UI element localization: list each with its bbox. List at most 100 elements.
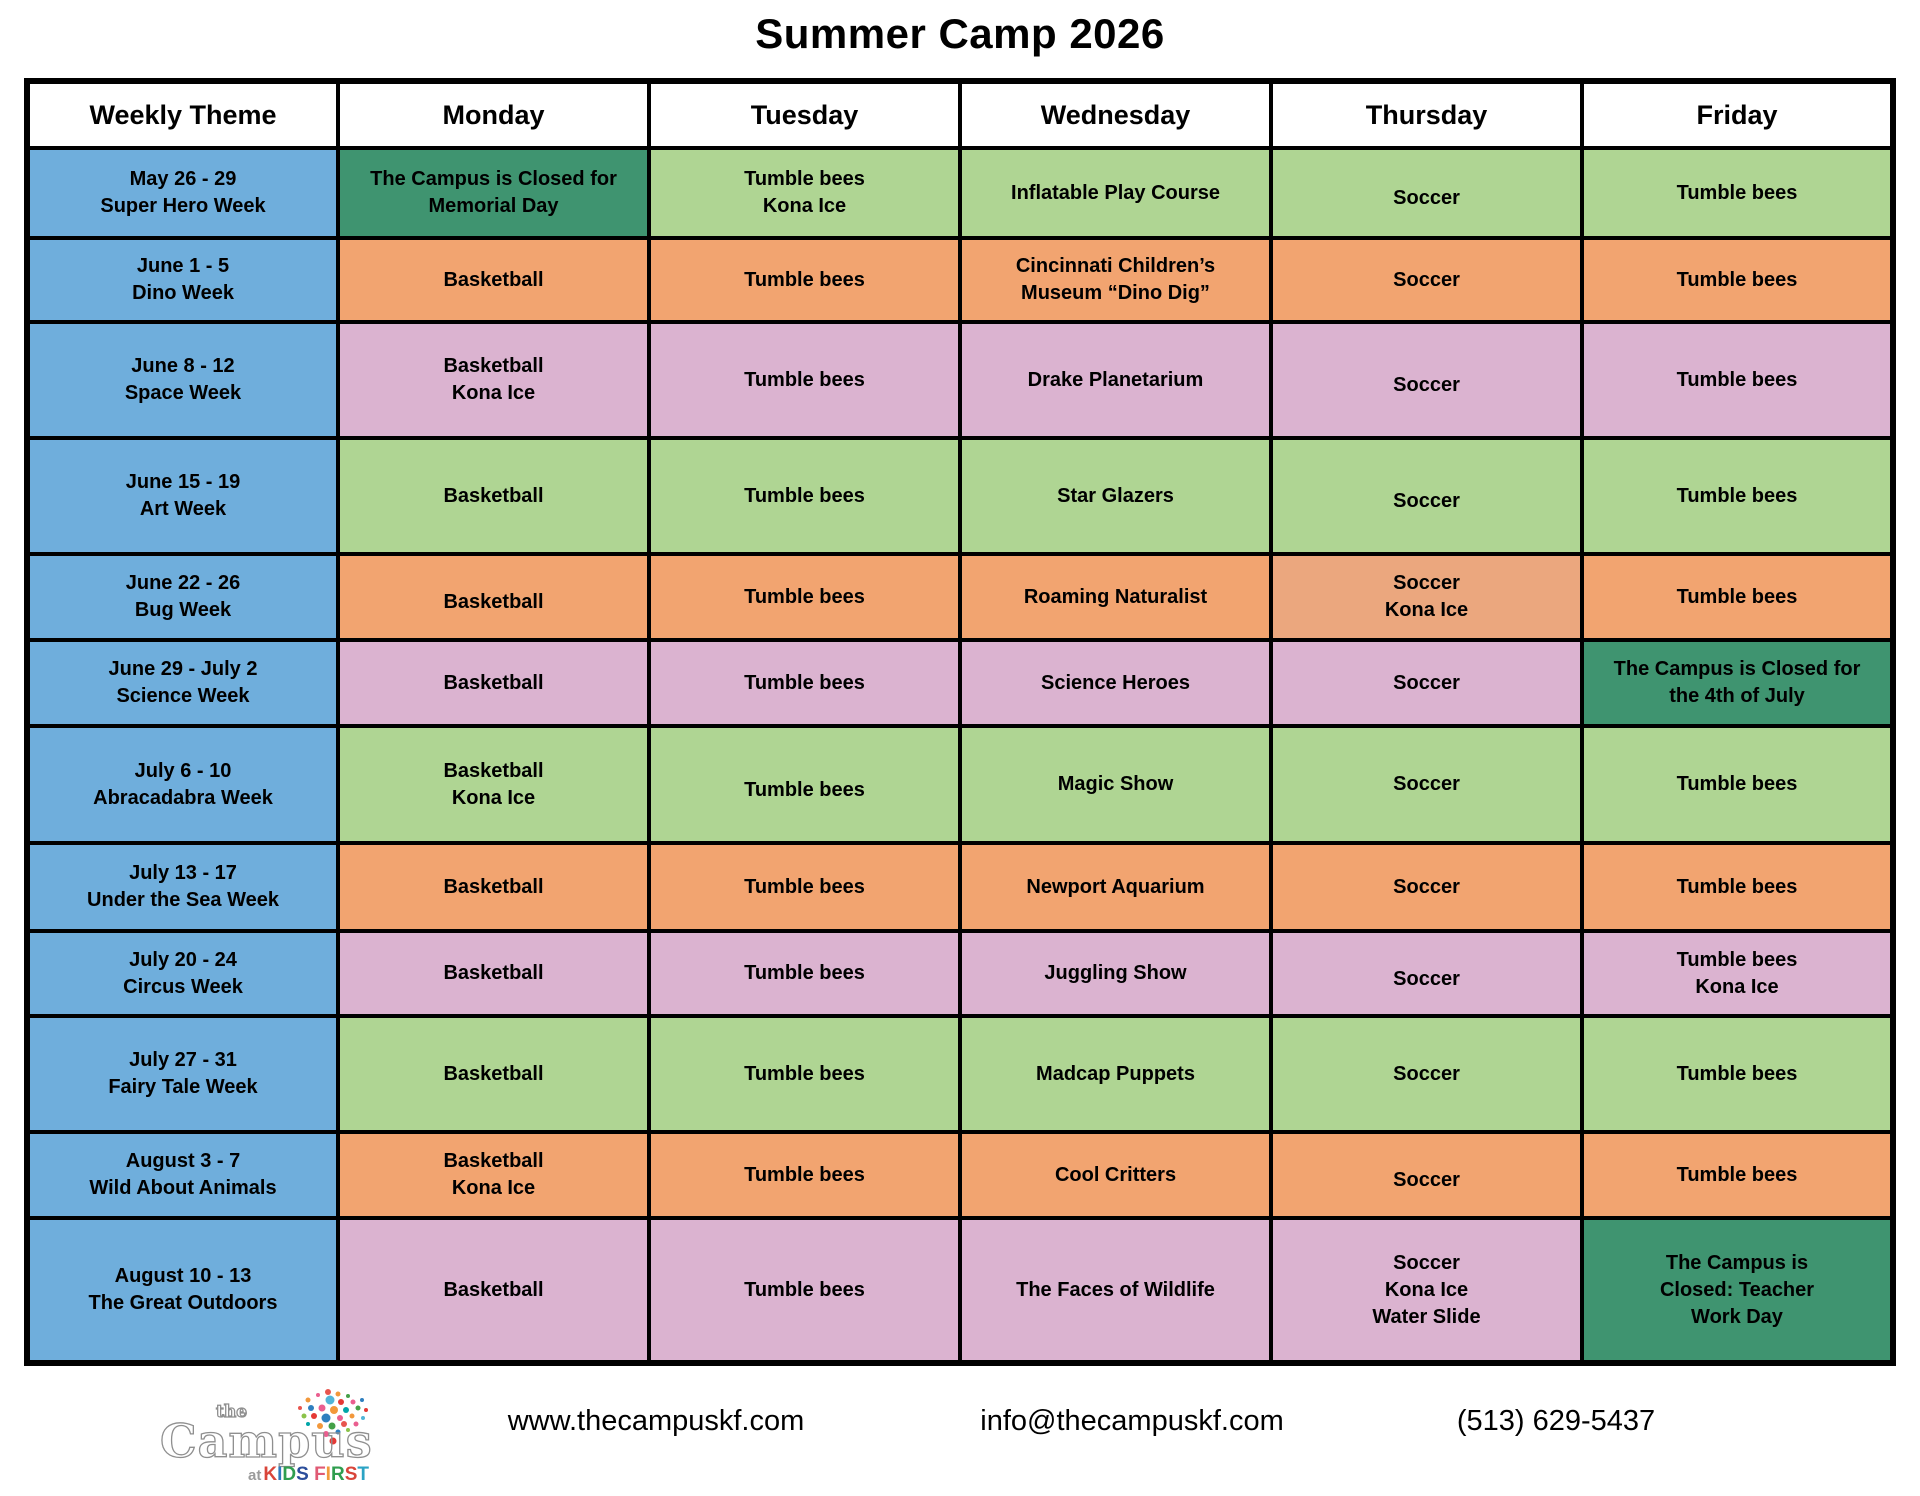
activity-line: Magic Show bbox=[1057, 773, 1174, 795]
activity-line: The Campus is Closed for bbox=[370, 168, 617, 190]
activity-line: Tumble bees bbox=[1676, 773, 1798, 795]
activity-cell: Tumble bees bbox=[1580, 146, 1895, 240]
brain-dots-icon bbox=[298, 1389, 368, 1445]
week-theme-name: Super Hero Week bbox=[100, 195, 266, 217]
activity-line: Kona Ice bbox=[451, 786, 536, 809]
activity-line: Tumble bees bbox=[1676, 875, 1798, 898]
week-row: June 1 - 5 Dino Week Basketball Tumble bees… bbox=[25, 236, 1895, 324]
activity-line: Drake Planetarium bbox=[1027, 368, 1204, 391]
phone-text: (513) 629-5437 bbox=[1456, 1405, 1656, 1437]
activity-cell: Basketball Kona Ice bbox=[336, 320, 651, 440]
activity-cell: Drake Planetarium bbox=[958, 320, 1273, 440]
week-theme-name: Abracadabra Week bbox=[93, 786, 273, 809]
activity-cell: Basketball Kona Ice bbox=[336, 724, 651, 845]
theme-cell: July 13 - 17 Under the Sea Week bbox=[25, 841, 340, 933]
schedule-table: Weekly Theme Monday Tuesday Wednesday Thursd… bbox=[24, 78, 1896, 1366]
activity-cell: Tumble bees bbox=[647, 552, 962, 642]
column-header: Wednesday bbox=[958, 79, 1273, 150]
activity-line: Basketball bbox=[443, 1062, 544, 1085]
activity-line: Kona Ice bbox=[451, 382, 536, 404]
activity-line: Roaming Naturalist bbox=[1023, 585, 1208, 608]
theme-cell: July 6 - 10 Abracadabra Week bbox=[25, 724, 340, 845]
activity-line: Cincinnati Children’s bbox=[1015, 255, 1216, 277]
week-dates: July 27 - 31 bbox=[129, 1049, 237, 1071]
week-theme-name: Science Week bbox=[116, 685, 250, 707]
activity-line: the 4th of July bbox=[1669, 685, 1805, 707]
week-row: May 26 - 29 Super Hero Week The Campus is … bbox=[25, 146, 1895, 240]
activity-line: Soccer bbox=[1393, 1169, 1460, 1191]
theme-cell: June 8 - 12 Space Week bbox=[25, 320, 340, 440]
week-row: June 8 - 12 Space Week Basketball Kona Ice T… bbox=[25, 320, 1895, 440]
activity-cell: Tumble bees bbox=[1580, 552, 1895, 642]
week-dates: June 29 - July 2 bbox=[108, 658, 258, 680]
week-dates: July 13 - 17 bbox=[129, 862, 237, 884]
theme-cell: June 15 - 19 Art Week bbox=[25, 436, 340, 556]
activity-line: Work Day bbox=[1691, 1305, 1783, 1328]
activity-cell: Soccer bbox=[1269, 841, 1584, 933]
activity-line: Museum “Dino Dig” bbox=[1021, 282, 1210, 304]
activity-line: Basketball bbox=[443, 591, 544, 613]
page-title: Summer Camp 2026 bbox=[755, 10, 1165, 57]
activity-cell: Tumble bees bbox=[1580, 1130, 1895, 1220]
activity-line: Soccer bbox=[1393, 187, 1460, 209]
activity-line: Basketball bbox=[443, 875, 544, 898]
activity-cell: Tumble bees bbox=[647, 724, 962, 845]
week-theme-name: Circus Week bbox=[123, 975, 243, 998]
theme-cell: June 1 - 5 Dino Week bbox=[25, 236, 340, 324]
activity-cell: Tumble bees Kona Ice bbox=[1580, 929, 1895, 1018]
activity-line: Newport Aquarium bbox=[1026, 875, 1205, 898]
activity-line: Soccer bbox=[1393, 967, 1460, 990]
activity-cell: Basketball bbox=[336, 1014, 651, 1134]
week-row: July 20 - 24 Circus Week Basketball Tumble … bbox=[25, 929, 1895, 1018]
activity-cell: Soccer bbox=[1269, 436, 1584, 556]
column-header: Thursday bbox=[1269, 79, 1584, 150]
activity-line: Tumble bees bbox=[1676, 585, 1798, 608]
activity-cell: Star Glazers bbox=[958, 436, 1273, 556]
theme-cell: June 29 - July 2 Science Week bbox=[25, 638, 340, 728]
activity-cell: Basketball bbox=[336, 436, 651, 556]
activity-cell: Soccer bbox=[1269, 236, 1584, 324]
activity-cell: Basketball bbox=[336, 1216, 651, 1365]
week-theme-name: The Great Outdoors bbox=[88, 1292, 278, 1314]
activity-line: Tumble bees bbox=[744, 1062, 865, 1085]
activity-cell: Basketball bbox=[336, 638, 651, 728]
activity-cell: Tumble bees Kona Ice bbox=[647, 146, 962, 240]
activity-line: Tumble bees bbox=[744, 778, 865, 801]
week-row: July 13 - 17 Under the Sea Week Basketball… bbox=[25, 841, 1895, 933]
activity-line: Basketball bbox=[443, 962, 544, 984]
activity-line: Basketball bbox=[443, 484, 544, 507]
activity-cell: Cincinnati Children’s Museum “Dino Dig” bbox=[958, 236, 1273, 324]
column-header: Monday bbox=[336, 79, 651, 150]
activity-cell: Soccer bbox=[1269, 638, 1584, 728]
week-dates: June 8 - 12 bbox=[131, 355, 235, 377]
activity-cell: Tumble bees bbox=[1580, 724, 1895, 845]
theme-cell: August 3 - 7 Wild About Animals bbox=[25, 1130, 340, 1220]
activity-line: Tumble bees bbox=[1676, 1062, 1798, 1085]
activity-cell: Basketball bbox=[336, 929, 651, 1018]
activity-line: Tumble bees bbox=[744, 671, 865, 694]
activity-cell: Tumble bees bbox=[1580, 320, 1895, 440]
week-row: July 27 - 31 Fairy Tale Week Basketball Tum… bbox=[25, 1014, 1895, 1134]
theme-cell: July 20 - 24 Circus Week bbox=[25, 929, 340, 1018]
activity-line: Soccer bbox=[1393, 490, 1460, 512]
activity-cell: Tumble bees bbox=[647, 236, 962, 324]
logo-campus-text: Campus bbox=[159, 1413, 373, 1468]
activity-line: Tumble bees bbox=[744, 875, 865, 898]
activity-cell: Soccer bbox=[1269, 320, 1584, 440]
week-theme-name: Space Week bbox=[124, 382, 242, 404]
week-dates: June 15 - 19 bbox=[125, 471, 241, 493]
activity-cell: Basketball bbox=[336, 236, 651, 324]
activity-cell: Soccer bbox=[1269, 724, 1584, 845]
activity-line: Tumble bees bbox=[744, 1278, 865, 1301]
column-header: Weekly Theme bbox=[25, 79, 340, 150]
week-theme-name: Fairy Tale Week bbox=[108, 1076, 258, 1098]
activity-line: Soccer bbox=[1393, 572, 1460, 594]
activity-line: Tumble bees bbox=[744, 585, 865, 608]
week-dates: August 10 - 13 bbox=[114, 1265, 252, 1287]
activity-cell: Tumble bees bbox=[647, 320, 962, 440]
activity-line: Soccer bbox=[1393, 1251, 1460, 1274]
activity-line: Kona Ice bbox=[762, 195, 847, 217]
activity-cell: Tumble bees bbox=[1580, 236, 1895, 324]
activity-cell: Soccer bbox=[1269, 1014, 1584, 1134]
column-header: Tuesday bbox=[647, 79, 962, 150]
